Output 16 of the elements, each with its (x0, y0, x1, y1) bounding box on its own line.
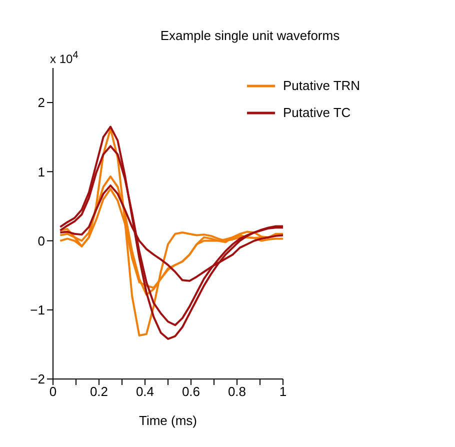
x-tick-label: 0.4 (136, 384, 154, 400)
text: x 10$^{4}$ (50, 50, 78, 66)
x-tick-label: 0.6 (182, 384, 200, 400)
y-tick-label: −1 (30, 302, 45, 318)
x-axis-title: Time (ms) (138, 413, 198, 428)
y-tick-label: −2 (30, 372, 45, 387)
y-tick-label: 0 (38, 233, 45, 248)
y-tick-label: 2 (38, 95, 45, 110)
legend-label: Putative TC (283, 105, 351, 120)
x-tick-label: 0.2 (90, 384, 108, 400)
chart-title: Example single unit waveforms (159, 28, 341, 43)
y-tick-label: 1 (38, 164, 45, 180)
x-tick-label: 0 (49, 384, 57, 400)
x-tick-label: 0.8 (228, 384, 246, 400)
legend-label: Putative TRN (283, 78, 360, 93)
x-tick-label: 1 (279, 384, 287, 400)
